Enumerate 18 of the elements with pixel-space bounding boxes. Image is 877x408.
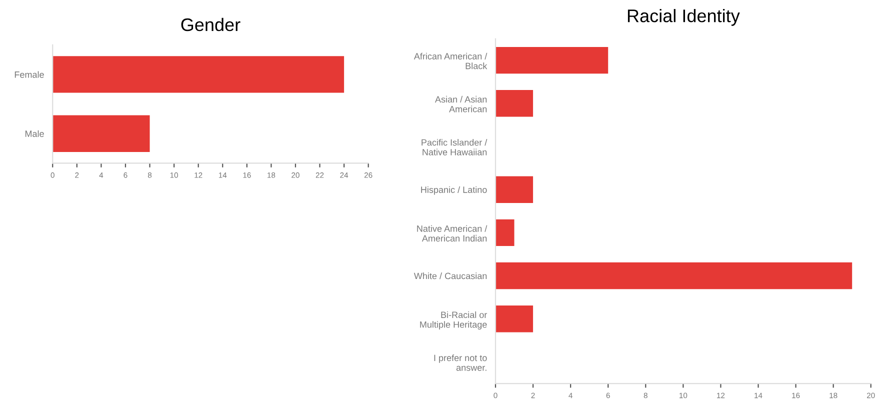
y-tick-label: Hispanic / Latino	[421, 186, 487, 195]
bar	[496, 176, 534, 203]
bar	[496, 46, 608, 74]
bar	[496, 219, 514, 246]
y-tick-label: Asian / Asian American	[435, 96, 487, 112]
bar	[496, 306, 534, 332]
chart-title: Gender	[181, 18, 240, 32]
y-tick-label: African American / Black	[414, 52, 488, 70]
y-tick-label: Native American / American Indian	[417, 225, 488, 242]
y-tick-label: Bi-Racial or Multiple Heritage	[420, 311, 488, 330]
y-tick-label: Female	[14, 71, 44, 78]
y-tick-label: Pacific Islander / Native Hawaiian	[422, 139, 488, 156]
y-tick-label: Male	[25, 130, 44, 137]
y-tick-label: I prefer not to answer.	[434, 354, 487, 371]
chart-title: Racial Identity	[628, 9, 740, 26]
bar	[496, 262, 852, 290]
y-tick-label: White / Caucasian	[414, 272, 487, 280]
bar	[496, 90, 534, 117]
